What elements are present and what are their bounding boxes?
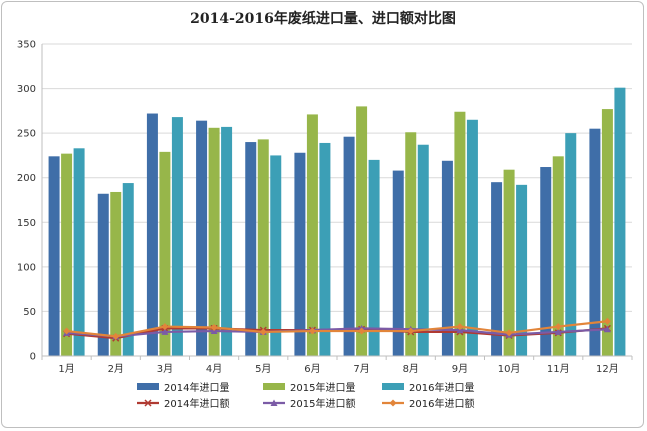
- line-2-point-11: [554, 328, 562, 335]
- x-tick-label: 11月: [547, 363, 570, 375]
- bar-3-6: [319, 142, 331, 356]
- line-group: [63, 317, 611, 342]
- bar-1-2: [97, 193, 109, 356]
- bar-group: [48, 87, 626, 357]
- bar-2-2: [110, 191, 122, 356]
- x-tick-label: 9月: [452, 363, 468, 375]
- bar-1-7: [343, 136, 355, 356]
- line-series-3: [66, 320, 608, 338]
- chart-title: 2014-2016年废纸进口量、进口额对比图: [190, 10, 456, 27]
- line-3-point-3: [161, 323, 169, 331]
- line-3-point-8: [407, 327, 415, 335]
- x-tick-label: 12月: [596, 363, 619, 375]
- line-series-2: [66, 327, 608, 338]
- y-axis: 0 50 100 150 200 250 300 350: [17, 40, 43, 363]
- x-tick-label: 6月: [304, 363, 320, 375]
- line-3-point-6: [308, 327, 316, 335]
- legend-swatch-bar-3: [382, 383, 404, 390]
- bar-2-12: [601, 109, 613, 357]
- bar-3-7: [368, 159, 380, 356]
- bar-3-4: [221, 126, 233, 356]
- bar-3-5: [270, 155, 282, 356]
- line-3-point-7: [358, 327, 366, 335]
- x-tick-label: 3月: [157, 363, 173, 375]
- legend-label: 2016年进口额: [409, 397, 474, 410]
- line-3-point-9: [456, 323, 464, 331]
- bar-2-6: [306, 114, 318, 357]
- bar-2-9: [454, 111, 466, 357]
- x-tick-label: 7月: [353, 363, 369, 375]
- legend-label: 2014年进口量: [164, 381, 229, 394]
- legend-label: 2015年进口额: [290, 397, 355, 410]
- legend: 2014年进口量 2015年进口量 2016年进口量 2014年进口额 2015年进口额…: [137, 381, 474, 410]
- y-tick-label: 150: [17, 218, 36, 229]
- bar-2-5: [257, 139, 269, 356]
- line-3-point-10: [505, 329, 513, 337]
- y-tick-label: 200: [17, 173, 36, 184]
- line-2-point-12: [603, 325, 611, 333]
- legend-marker-2: [270, 399, 278, 406]
- legend-swatch-bar-2: [263, 383, 285, 390]
- x-tick-label: 2月: [108, 363, 124, 375]
- bar-2-1: [61, 153, 73, 356]
- legend-label: 2014年进口额: [164, 397, 229, 410]
- bar-2-3: [159, 151, 171, 356]
- line-3-point-12: [603, 317, 611, 325]
- bar-1-12: [589, 128, 601, 356]
- legend-marker-1: [144, 399, 152, 407]
- bar-3-1: [73, 148, 85, 356]
- line-2-point-3: [161, 328, 169, 335]
- bar-3-3: [171, 117, 183, 357]
- legend-marker-3: [389, 399, 397, 407]
- legend-marker-1-stroke-b: [144, 399, 152, 407]
- bar-3-2: [122, 183, 134, 356]
- x-tick-label: 10月: [498, 363, 521, 375]
- y-tick-label: 250: [17, 129, 36, 140]
- bar-3-11: [565, 133, 577, 356]
- y-tick-label: 100: [17, 262, 36, 273]
- bar-1-1: [48, 156, 60, 356]
- bar-2-7: [356, 106, 368, 357]
- x-tick-label: 8月: [403, 363, 419, 375]
- legend-swatch-bar-1: [137, 383, 159, 390]
- bar-3-8: [417, 144, 429, 356]
- bar-3-9: [466, 119, 478, 357]
- bar-3-10: [516, 184, 528, 356]
- bar-2-8: [405, 132, 417, 356]
- x-axis: 1月 2月 3月 4月 5月 6月 7月 8月 9月 10月 11月 12月: [41, 355, 633, 375]
- bar-1-8: [392, 170, 404, 356]
- bar-2-10: [503, 169, 515, 356]
- y-tick-label: 0: [30, 352, 36, 363]
- bar-2-11: [552, 156, 564, 356]
- line-3-point-5: [259, 328, 267, 336]
- line-3-point-2: [112, 332, 120, 340]
- y-tick-label: 350: [17, 40, 36, 51]
- y-tick-label: 50: [23, 307, 36, 318]
- bar-1-5: [245, 142, 257, 356]
- bar-1-10: [491, 182, 503, 356]
- x-tick-label: 1月: [58, 363, 74, 375]
- x-tick-label: 5月: [255, 363, 271, 375]
- line-3-point-4: [210, 323, 218, 331]
- x-tick-label: 4月: [206, 363, 222, 375]
- bar-2-4: [208, 127, 220, 357]
- legend-label: 2015年进口量: [290, 381, 355, 394]
- bar-1-4: [196, 120, 208, 356]
- bar-1-11: [540, 167, 552, 356]
- y-tick-label: 300: [17, 84, 36, 95]
- legend-label: 2016年进口量: [409, 381, 474, 394]
- line-3-point-11: [554, 323, 562, 331]
- bar-1-6: [294, 152, 306, 356]
- line-3-point-1: [63, 327, 71, 335]
- bar-1-9: [441, 160, 453, 356]
- bar-1-3: [146, 113, 158, 356]
- bar-3-12: [614, 87, 626, 357]
